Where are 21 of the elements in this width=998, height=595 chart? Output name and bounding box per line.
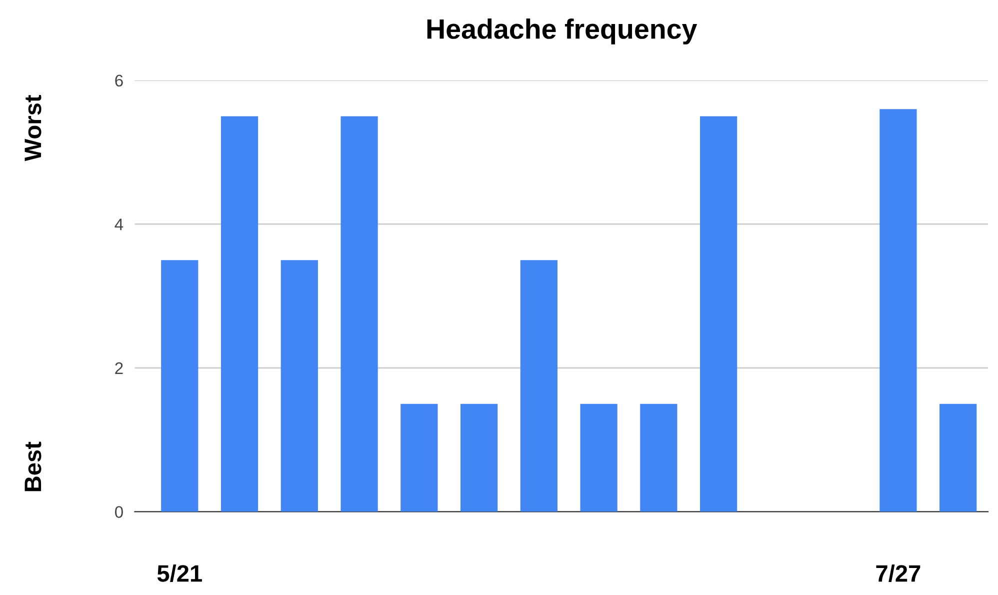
bar	[640, 404, 678, 512]
bar	[220, 116, 258, 512]
y-tick-label: 0	[115, 506, 123, 518]
chart-title: Headache frequency	[427, 18, 698, 44]
bar	[400, 404, 438, 512]
x-tick-label: 7/27	[876, 564, 920, 582]
text: Best	[24, 442, 42, 492]
bar	[340, 116, 378, 512]
y-tick-label: 2	[115, 362, 123, 374]
bar	[161, 260, 198, 512]
y-tick-label: 4	[114, 218, 124, 230]
y-tick-label: 6	[115, 74, 123, 87]
text: Worst	[24, 94, 42, 162]
bar	[940, 404, 977, 512]
bar	[580, 404, 618, 512]
bar	[460, 404, 498, 512]
x-tick-label: 5/21	[157, 564, 202, 582]
bar	[700, 116, 738, 512]
bar	[880, 109, 917, 512]
bar	[520, 260, 558, 512]
bar	[280, 260, 318, 512]
